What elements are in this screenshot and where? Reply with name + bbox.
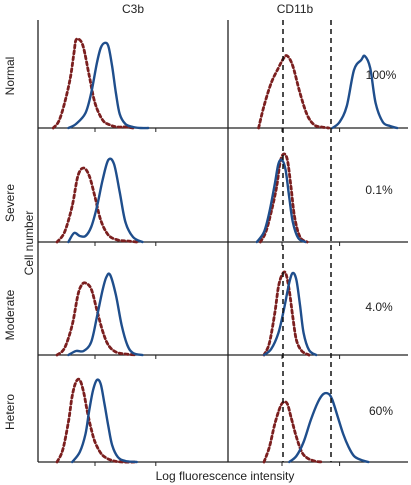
dashed-curve-2-0 <box>55 281 139 357</box>
dashed-curve-1-0 <box>55 166 139 244</box>
gate-lines <box>282 20 332 462</box>
row-label-hetero: Hetero <box>3 394 17 430</box>
percent-severe: 0.1% <box>365 183 393 197</box>
solid-curve-2-0 <box>67 272 144 357</box>
solid-curve-1-1 <box>255 158 307 244</box>
dashed-curve-1-1 <box>259 152 309 244</box>
solid-curve-3-0 <box>71 378 138 464</box>
percent-hetero: 60% <box>369 404 393 418</box>
row-label-normal: Normal <box>3 57 17 96</box>
row-label-severe: Severe <box>3 184 17 222</box>
column-title-cd11b: CD11b <box>277 2 314 16</box>
percent-moderate: 4.0% <box>365 300 393 314</box>
histogram-curves <box>51 37 399 464</box>
solid-curve-2-1 <box>262 271 318 357</box>
dashed-curve-2-1 <box>262 270 311 357</box>
dashed-curve-0-1 <box>257 54 331 130</box>
dashed-curve-3-0 <box>55 377 139 464</box>
panel-axes <box>37 20 408 466</box>
x-axis-label: Log fluorescence intensity <box>156 469 295 483</box>
dashed-curve-3-1 <box>262 400 323 464</box>
solid-curve-1-0 <box>67 157 144 244</box>
solid-curve-0-1 <box>331 54 399 130</box>
percent-normal: 100% <box>366 68 397 82</box>
column-title-c3b: C3b <box>122 2 144 16</box>
row-label-moderate: Moderate <box>3 289 17 340</box>
solid-curve-0-0 <box>67 41 150 130</box>
dashed-curve-0-0 <box>51 37 135 130</box>
y-axis-label: Cell number <box>22 211 36 276</box>
solid-curve-3-1 <box>288 391 370 464</box>
